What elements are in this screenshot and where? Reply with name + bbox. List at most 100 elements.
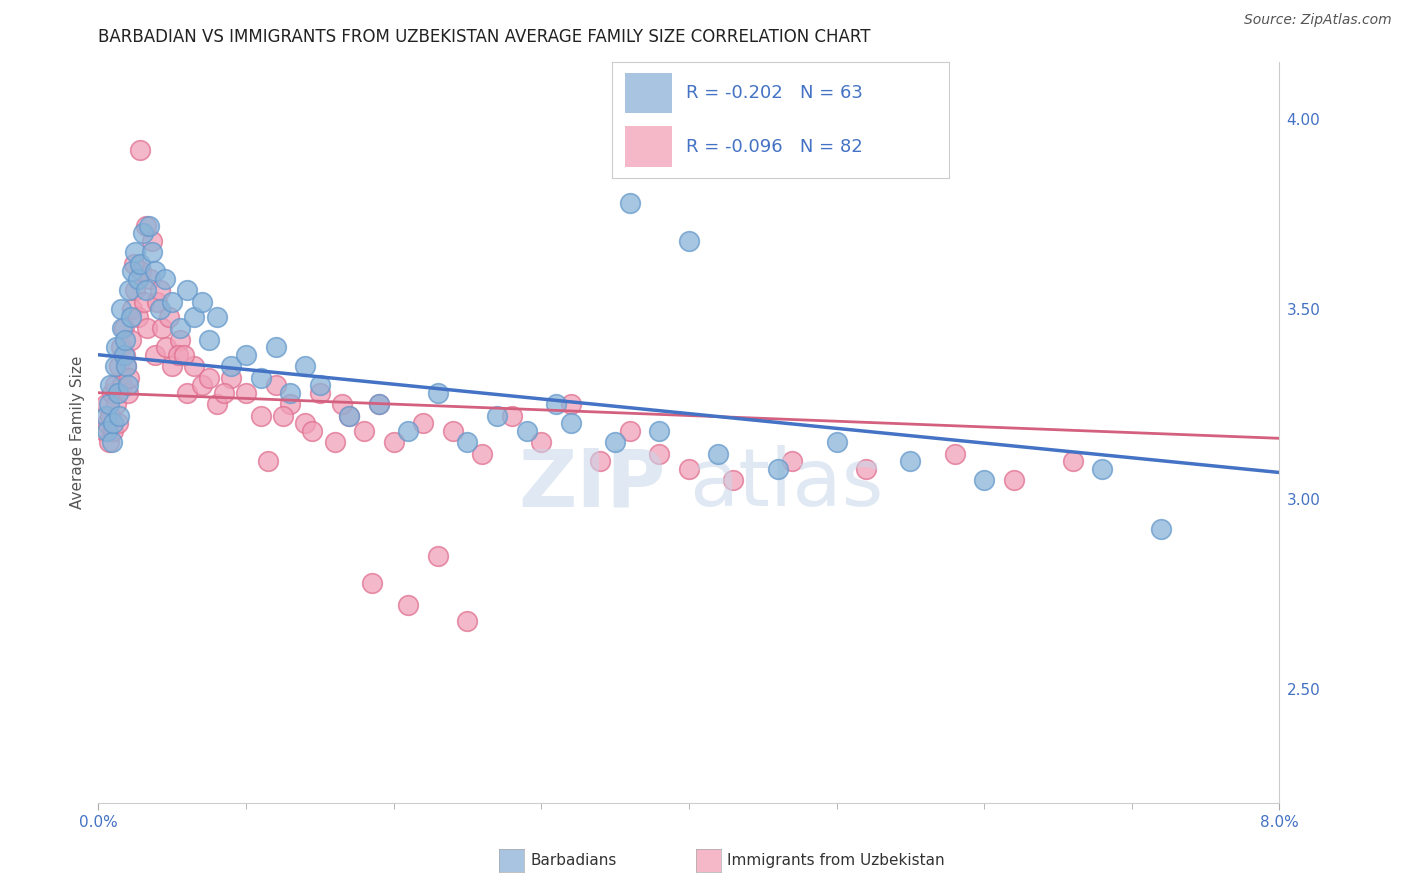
Point — [121, 302, 143, 317]
Point — [943, 446, 966, 460]
Text: atlas: atlas — [689, 445, 883, 524]
Point — [143, 264, 166, 278]
Point — [427, 549, 450, 563]
Point — [96, 416, 118, 430]
Point — [112, 321, 135, 335]
Point — [153, 272, 176, 286]
Point — [339, 409, 361, 423]
Point — [124, 283, 146, 297]
Point — [107, 385, 129, 400]
Point — [103, 424, 125, 438]
Point — [169, 321, 191, 335]
Point — [108, 359, 131, 374]
Point — [105, 340, 128, 354]
Point — [605, 435, 627, 450]
Point — [103, 416, 125, 430]
Point — [353, 424, 375, 438]
Point — [150, 321, 173, 335]
Point — [457, 614, 479, 628]
Point — [457, 435, 479, 450]
Point — [176, 283, 198, 297]
Point — [110, 340, 132, 354]
Text: Barbadians: Barbadians — [530, 854, 616, 868]
Text: R = -0.202   N = 63: R = -0.202 N = 63 — [686, 84, 863, 103]
Point — [93, 424, 115, 438]
Point — [560, 397, 582, 411]
Point — [546, 397, 568, 411]
Point — [191, 378, 214, 392]
Point — [107, 416, 129, 430]
Point — [1150, 523, 1173, 537]
Point — [198, 370, 221, 384]
Point — [183, 310, 205, 324]
Point — [782, 454, 804, 468]
Point — [132, 227, 155, 241]
Point — [648, 424, 671, 438]
Point — [97, 435, 120, 450]
Point — [530, 435, 553, 450]
Point — [138, 219, 160, 233]
Point — [122, 257, 145, 271]
Point — [162, 294, 183, 309]
Point — [250, 409, 273, 423]
Point — [191, 294, 214, 309]
Point — [111, 321, 134, 335]
Point — [368, 397, 391, 411]
Point — [294, 359, 316, 374]
Point — [134, 294, 156, 309]
FancyBboxPatch shape — [626, 73, 672, 113]
Point — [382, 435, 405, 450]
Text: Immigrants from Uzbekistan: Immigrants from Uzbekistan — [727, 854, 945, 868]
Point — [825, 435, 848, 450]
Point — [501, 409, 523, 423]
Point — [678, 461, 700, 475]
Point — [212, 385, 235, 400]
Point — [398, 424, 420, 438]
Point — [766, 461, 789, 475]
Point — [589, 454, 612, 468]
Point — [104, 378, 127, 392]
Point — [98, 378, 121, 392]
FancyBboxPatch shape — [626, 126, 672, 167]
Point — [111, 378, 134, 392]
Point — [294, 416, 316, 430]
Point — [127, 310, 149, 324]
Point — [136, 321, 159, 335]
Point — [141, 245, 163, 260]
Point — [723, 473, 745, 487]
Point — [973, 473, 995, 487]
Point — [235, 385, 257, 400]
Point — [205, 310, 228, 324]
Point — [330, 397, 353, 411]
Point — [120, 310, 142, 324]
Point — [205, 397, 228, 411]
Point — [121, 264, 143, 278]
Point — [855, 461, 877, 475]
Text: BARBADIAN VS IMMIGRANTS FROM UZBEKISTAN AVERAGE FAMILY SIZE CORRELATION CHART: BARBADIAN VS IMMIGRANTS FROM UZBEKISTAN … — [98, 28, 870, 45]
Point — [221, 359, 243, 374]
Point — [120, 333, 142, 347]
Point — [108, 409, 131, 423]
Point — [1091, 461, 1114, 475]
Point — [707, 446, 730, 460]
Point — [1062, 454, 1084, 468]
Point — [441, 424, 464, 438]
Point — [115, 359, 138, 374]
Point — [118, 283, 141, 297]
Point — [94, 409, 117, 423]
Point — [96, 424, 118, 438]
Point — [135, 283, 157, 297]
Point — [264, 340, 287, 354]
Y-axis label: Average Family Size: Average Family Size — [69, 356, 84, 509]
Point — [128, 143, 150, 157]
Point — [157, 310, 180, 324]
Point — [412, 416, 434, 430]
Point — [97, 397, 120, 411]
Point — [129, 264, 152, 278]
Point — [271, 409, 294, 423]
Point — [198, 333, 221, 347]
Point — [648, 446, 671, 460]
Point — [117, 385, 139, 400]
Point — [250, 370, 273, 384]
Point — [169, 333, 191, 347]
